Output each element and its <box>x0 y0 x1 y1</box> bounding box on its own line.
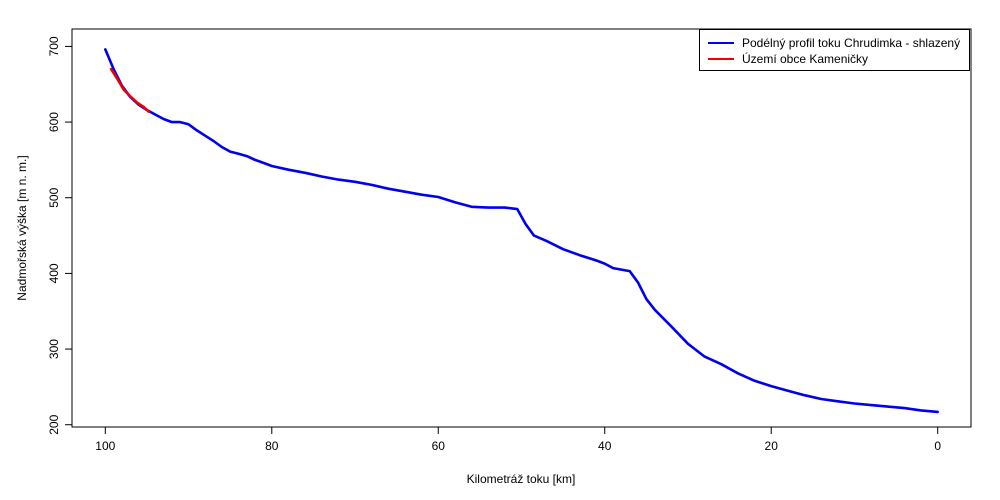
x-tick-label: 0 <box>934 439 941 453</box>
y-axis: 200 300 400 500 600 700 <box>47 36 72 435</box>
legend-swatch-blue <box>708 42 734 44</box>
x-tick-label: 20 <box>765 439 779 453</box>
x-tick-label: 40 <box>598 439 612 453</box>
legend-swatch-red <box>708 58 734 60</box>
plot-frame <box>71 28 972 428</box>
x-tick-label: 100 <box>95 439 115 453</box>
y-tick-label: 200 <box>47 414 61 434</box>
x-tick-label: 80 <box>265 439 279 453</box>
x-axis: 100 80 60 40 20 0 <box>95 427 941 453</box>
y-tick-label: 500 <box>47 187 61 207</box>
y-tick-label: 300 <box>47 339 61 359</box>
legend-item-profile: Podélný profil toku Chrudimka - shlazený <box>708 35 960 51</box>
legend-item-municipality: Území obce Kameničky <box>708 51 868 67</box>
y-axis-label: Nadmořská výška [m n. m.] <box>15 155 29 300</box>
legend-label-profile: Podélný profil toku Chrudimka - shlazený <box>742 36 961 50</box>
y-tick-label: 700 <box>47 36 61 56</box>
y-tick-label: 600 <box>47 112 61 132</box>
series-line-0 <box>104 48 940 414</box>
x-axis-label: Kilometráž toku [km] <box>467 472 576 486</box>
x-tick-label: 60 <box>432 439 446 453</box>
series-layer <box>104 48 940 414</box>
legend: Podélný profil toku Chrudimka - shlazený… <box>699 29 970 71</box>
legend-label-municipality: Území obce Kameničky <box>742 52 869 66</box>
y-tick-label: 400 <box>47 263 61 283</box>
series-line-1 <box>109 67 150 113</box>
